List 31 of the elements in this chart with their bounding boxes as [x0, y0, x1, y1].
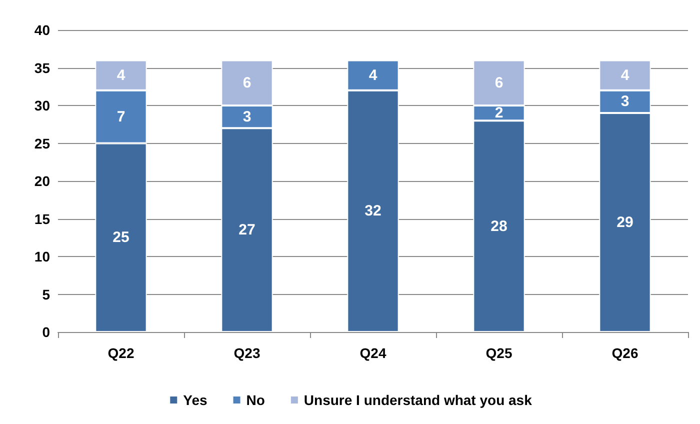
- y-tick-label: 5: [42, 286, 50, 302]
- x-tick-label: Q24: [360, 345, 386, 361]
- y-tick-label: 10: [34, 248, 50, 264]
- data-label: 2: [494, 104, 504, 122]
- y-tick-label: 40: [34, 22, 50, 38]
- x-tick-label: Q23: [234, 345, 260, 361]
- x-tick-label: Q22: [108, 345, 134, 361]
- data-label: 29: [616, 214, 634, 232]
- data-label: 6: [242, 74, 252, 92]
- data-label: 27: [238, 222, 256, 239]
- data-label: 28: [490, 218, 508, 235]
- x-tick-label: Q26: [612, 345, 638, 361]
- y-tick-label: 0: [42, 324, 50, 340]
- y-tick-label: 35: [34, 60, 50, 76]
- data-label: 7: [116, 108, 126, 126]
- data-label: 3: [620, 93, 630, 110]
- y-tick-label: 20: [34, 173, 50, 189]
- data-label: 4: [368, 66, 378, 84]
- data-label: 6: [494, 74, 504, 92]
- data-label: 4: [620, 66, 630, 84]
- x-tick-label: Q25: [486, 345, 512, 361]
- y-tick-label: 30: [34, 98, 50, 114]
- legend-label: Unsure I understand what you ask: [304, 392, 532, 408]
- data-label: 4: [116, 66, 126, 84]
- data-label: 32: [364, 202, 382, 220]
- data-label: 25: [112, 229, 130, 246]
- y-tick-label: 15: [34, 210, 50, 227]
- legend-label: Yes: [183, 392, 208, 408]
- y-tick-label: 25: [34, 135, 50, 152]
- legend-label: No: [246, 392, 265, 408]
- data-label: 3: [242, 108, 252, 126]
